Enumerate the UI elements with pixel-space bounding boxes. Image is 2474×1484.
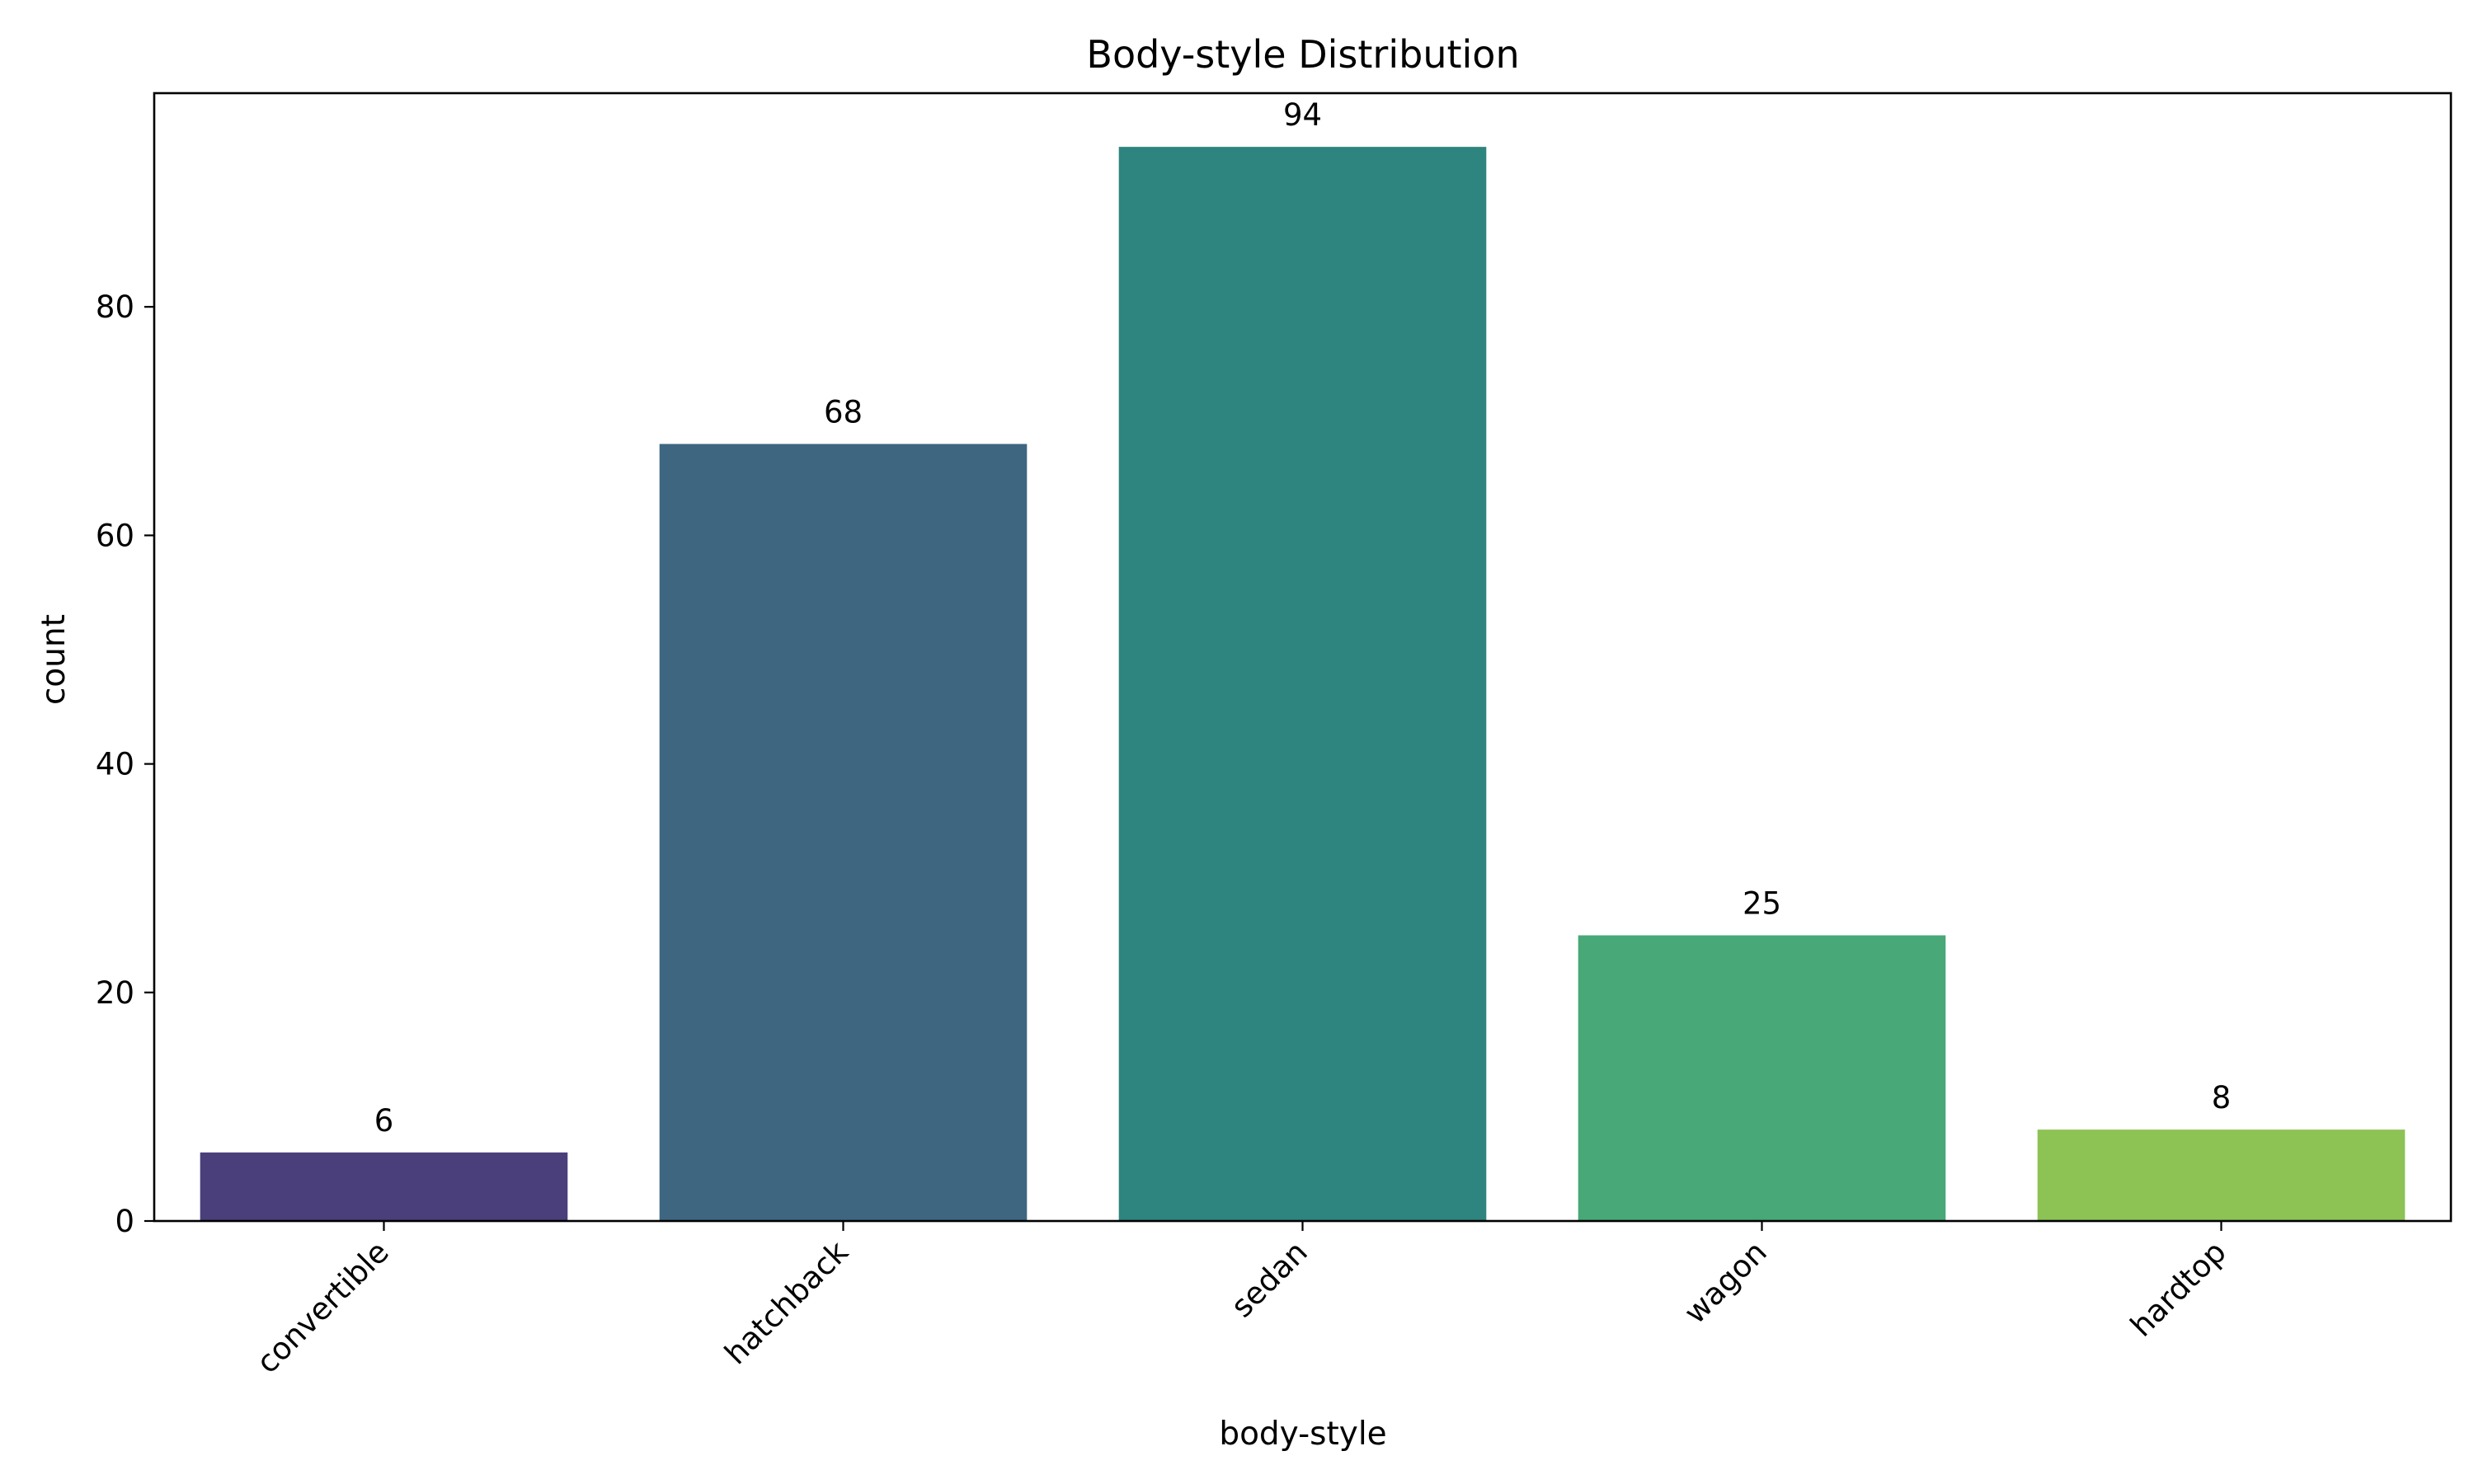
bar-wagon (1578, 935, 1946, 1221)
y-tick-label-0: 0 (115, 1204, 134, 1239)
bar-sedan (1118, 147, 1487, 1222)
plot-frame (153, 92, 2453, 1223)
bar-convertible (200, 1152, 568, 1221)
data-label-hardtop: 8 (2212, 1080, 2232, 1115)
y-tick-label-20: 20 (96, 975, 134, 1011)
bars-group (200, 147, 2406, 1222)
data-label-hatchback: 68 (824, 395, 863, 430)
bar-hatchback (659, 444, 1028, 1221)
chart-title: Body-style Distribution (1086, 32, 1519, 77)
data-label-convertible: 6 (374, 1103, 394, 1139)
bar-labels-group: 6 68 94 25 8 (374, 97, 2232, 1139)
y-tick-label-80: 80 (96, 289, 134, 325)
data-label-sedan: 94 (1283, 97, 1322, 133)
y-tick-label-60: 60 (96, 518, 134, 553)
x-axis-label: body-style (1219, 1416, 1386, 1453)
bar-hardtop (2037, 1129, 2406, 1221)
data-label-wagon: 25 (1743, 885, 1781, 921)
y-axis: 0 20 40 60 80 (96, 289, 154, 1239)
y-axis-label: count (35, 614, 73, 705)
y-tick-label-40: 40 (96, 747, 134, 782)
